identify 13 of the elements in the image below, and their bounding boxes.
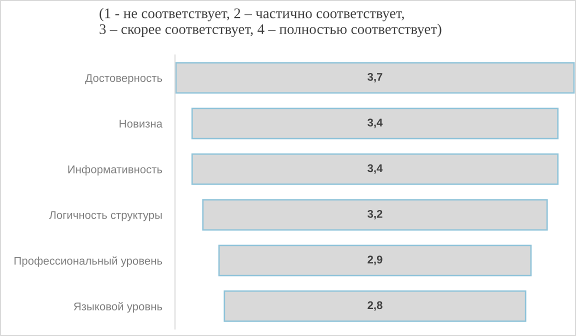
data-label: 2,8 xyxy=(368,301,382,311)
category-label: Новизна xyxy=(120,120,162,128)
data-label: 2,9 xyxy=(368,256,382,266)
category-label: Информативность xyxy=(68,165,162,176)
data-label: 3,7 xyxy=(368,72,382,82)
data-label: 3,2 xyxy=(368,210,382,220)
category-label: Языковой уровнь xyxy=(74,302,162,313)
category-label: Логичность структуры xyxy=(49,211,162,222)
text: (1 - не соответствует, 2 – частично соответствует, 3 – скорее соответствует, 4 – полностью соответствует) xyxy=(100,8,442,38)
data-label: 3,4 xyxy=(368,118,383,128)
category-label: Достоверность xyxy=(85,74,162,84)
data-label: 3,4 xyxy=(368,164,383,174)
category-label: Профессиональный уровень xyxy=(14,256,162,267)
